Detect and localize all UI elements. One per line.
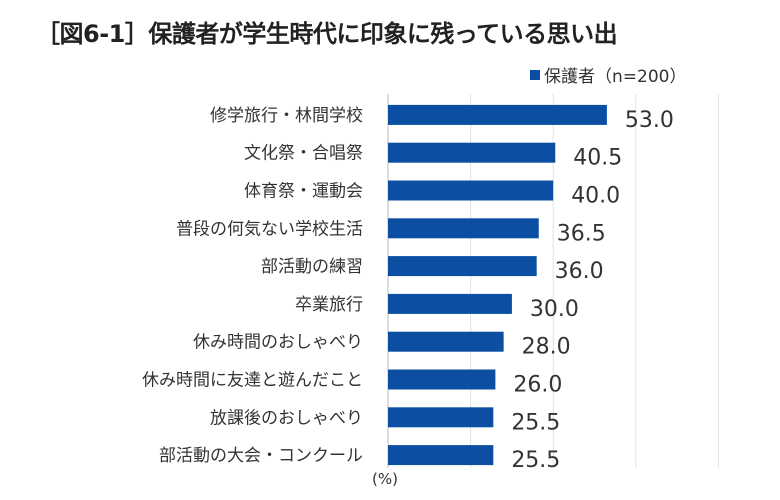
bar: [388, 293, 512, 314]
data-label: 28.0: [522, 335, 571, 360]
data-label: 53.0: [625, 108, 674, 133]
category-label: 放課後のおしゃべり: [210, 408, 363, 428]
category-label: 文化祭・合唱祭: [244, 144, 363, 164]
bar: [388, 256, 537, 277]
data-label: 36.5: [557, 221, 606, 246]
data-label: 26.0: [513, 373, 562, 398]
category-label: 休み時間に友達と遊んだこと: [142, 371, 363, 391]
legend: 保護者（n=200）: [530, 62, 686, 87]
chart-title: ［図6-1］保護者が学生時代に印象に残っている思い出: [36, 20, 618, 48]
category-label: 部活動の練習: [261, 257, 363, 277]
bar: [388, 218, 539, 239]
bar: [388, 407, 494, 428]
data-label: 40.0: [571, 184, 620, 209]
category-label: 修学旅行・林間学校: [210, 106, 363, 126]
category-label: 卒業旅行: [295, 295, 363, 315]
bar: [388, 369, 496, 390]
data-label: 30.0: [530, 297, 579, 322]
data-label: 36.0: [555, 259, 604, 284]
data-label: 25.5: [511, 448, 560, 473]
bar: [388, 104, 607, 125]
data-label: 40.5: [573, 146, 622, 171]
category-label: 普段の何気ない学校生活: [176, 219, 363, 239]
category-label: 休み時間のおしゃべり: [193, 333, 363, 353]
unit-label: (%): [372, 470, 398, 488]
legend-swatch: [530, 69, 540, 80]
category-label: 体育祭・運動会: [244, 182, 363, 202]
bar: [388, 142, 556, 163]
bar: [388, 180, 554, 201]
bar: [388, 445, 494, 466]
category-label: 部活動の大会・コンクール: [159, 446, 363, 466]
data-label: 25.5: [511, 410, 560, 435]
legend-label: 保護者（n=200）: [544, 67, 687, 87]
bar: [388, 331, 504, 352]
